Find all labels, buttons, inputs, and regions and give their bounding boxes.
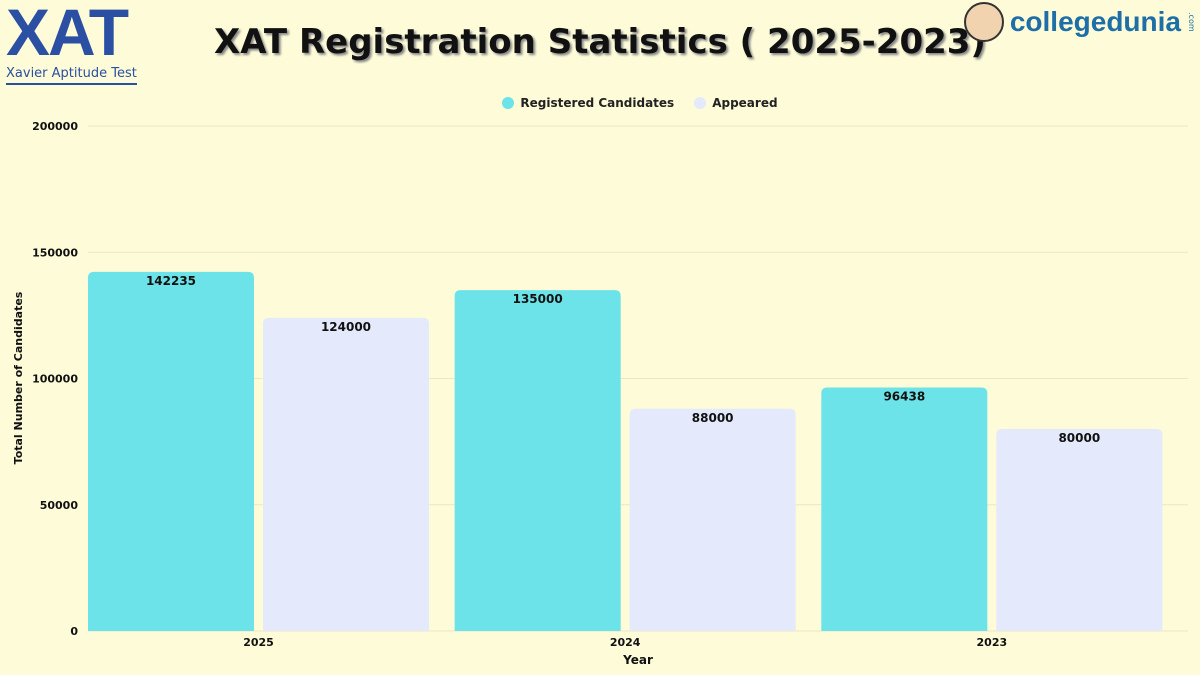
legend-label-appeared: Appeared bbox=[712, 96, 778, 110]
legend: Registered Candidates Appeared bbox=[0, 96, 1200, 110]
mascot-icon bbox=[963, 2, 1004, 42]
bar-2023-appeared bbox=[996, 429, 1163, 631]
data-label: 80000 bbox=[1058, 431, 1100, 445]
bar-2024-registered bbox=[454, 290, 621, 631]
y-tick-label: 50000 bbox=[40, 499, 79, 512]
data-label: 142235 bbox=[146, 274, 196, 288]
data-label: 96438 bbox=[883, 389, 925, 403]
x-tick-label: 2023 bbox=[977, 636, 1008, 649]
chart-title: XAT Registration Statistics ( 2025-2023) bbox=[214, 22, 986, 62]
bar-2023-registered bbox=[821, 387, 988, 631]
collegedunia-logo: collegedunia .com bbox=[963, 2, 1196, 42]
data-label: 135000 bbox=[513, 292, 563, 306]
bar-2024-appeared bbox=[629, 408, 796, 631]
x-tick-label: 2024 bbox=[610, 636, 641, 649]
legend-label-registered: Registered Candidates bbox=[520, 96, 675, 110]
y-axis-label: Total Number of Candidates bbox=[12, 291, 25, 464]
y-tick-label: 0 bbox=[70, 625, 78, 638]
collegedunia-logo-text: collegedunia bbox=[1009, 6, 1181, 37]
legend-swatch-appeared bbox=[694, 97, 707, 109]
data-label: 124000 bbox=[321, 320, 371, 334]
xat-logo: XAT Xavier Aptitude Test bbox=[6, 0, 146, 85]
xat-logo-subtitle: Xavier Aptitude Test bbox=[6, 66, 137, 85]
y-tick-label: 200000 bbox=[32, 120, 78, 133]
legend-item-appeared: Appeared bbox=[694, 96, 778, 110]
legend-swatch-registered bbox=[502, 97, 515, 109]
bar-2025-appeared bbox=[263, 317, 429, 631]
collegedunia-logo-suffix: .com bbox=[1187, 12, 1196, 32]
y-tick-label: 150000 bbox=[32, 246, 78, 259]
data-label: 88000 bbox=[692, 411, 734, 425]
bar-2025-registered bbox=[88, 271, 254, 631]
xat-logo-text: XAT bbox=[6, 0, 129, 69]
x-tick-label: 2025 bbox=[243, 636, 274, 649]
legend-item-registered: Registered Candidates bbox=[502, 96, 674, 110]
x-axis-label: Year bbox=[622, 653, 653, 667]
y-tick-label: 100000 bbox=[32, 373, 78, 386]
